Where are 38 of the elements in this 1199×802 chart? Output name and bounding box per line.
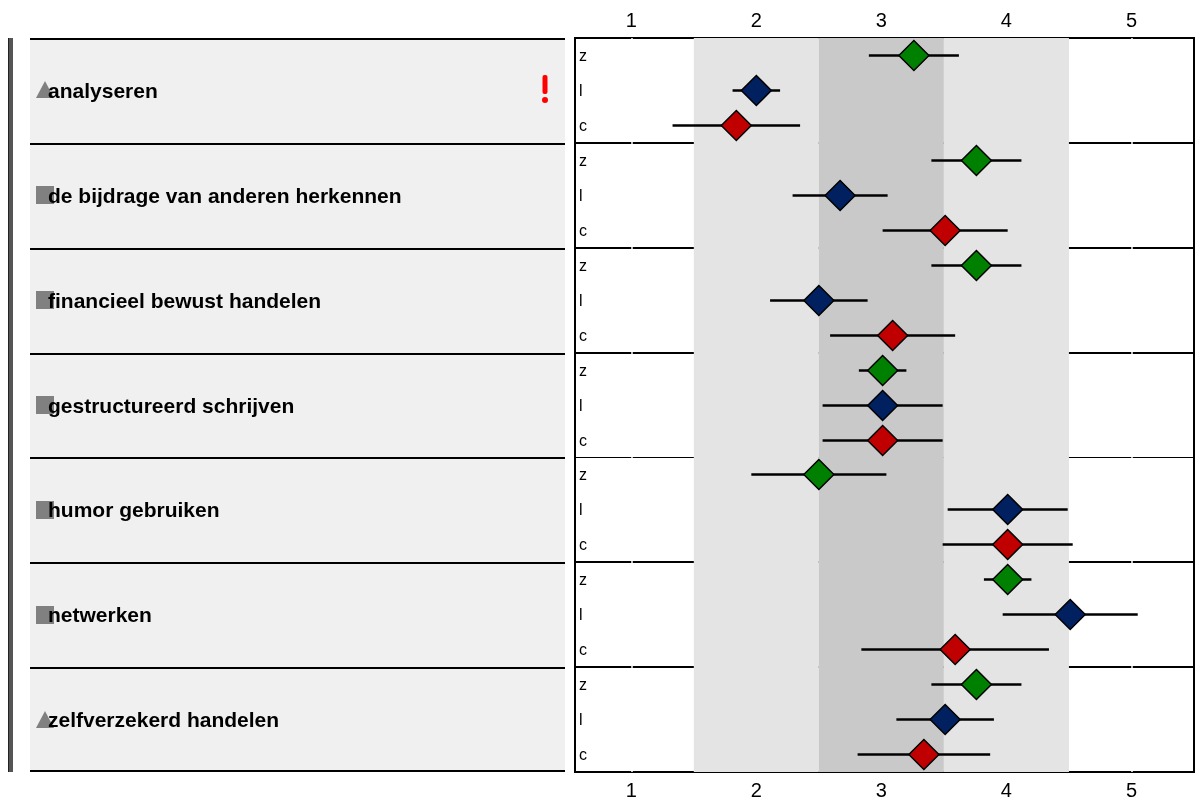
- y-tick-label: l: [579, 186, 583, 204]
- y-tick-label: c: [579, 641, 587, 659]
- y-axis-title: de bijdrage van anderen herkennen: [48, 183, 402, 207]
- x2-tick-label: 3: [875, 9, 887, 31]
- y-tick-label: z: [579, 676, 587, 694]
- x2-tick-label: 4: [1000, 9, 1012, 31]
- y-tick-label: z: [579, 466, 587, 484]
- x2-tick-label: 5: [1125, 9, 1138, 31]
- y-tick-label: c: [579, 117, 587, 134]
- x-tick-label: 3: [875, 779, 887, 802]
- y-axis-title: analyseren: [48, 79, 158, 102]
- y-tick-label: c: [579, 221, 587, 239]
- y-tick-label: z: [579, 151, 587, 169]
- y-tick-label: c: [579, 431, 587, 449]
- x-tick-label: 2: [750, 779, 762, 802]
- x-tick-label: 4: [1000, 779, 1012, 802]
- y-tick-label: c: [579, 326, 587, 344]
- y-tick-label: z: [579, 256, 587, 274]
- y-axis-title: zelfverzekerd handelen: [48, 708, 280, 732]
- x-tick-label: 1: [625, 779, 637, 802]
- y-tick-label: z: [579, 47, 587, 64]
- y-tick-label: l: [579, 82, 583, 99]
- y-tick-label: l: [579, 606, 583, 624]
- y-tick-label: l: [579, 396, 583, 414]
- y-tick-label: c: [579, 746, 587, 764]
- y-axis-title: humor gebruiken: [48, 498, 220, 522]
- x2-tick-label: 1: [625, 9, 637, 31]
- y-tick-label: c: [579, 536, 587, 554]
- x-tick-label: 5: [1125, 779, 1138, 802]
- y-tick-label: l: [579, 291, 583, 309]
- y-axis-title: gestructureerd schrijven: [48, 393, 295, 417]
- y-tick-label: z: [579, 571, 587, 589]
- y-axis-title: financieel bewust handelen: [48, 288, 322, 312]
- y-tick-label: z: [579, 361, 587, 379]
- y-axis-title: netwerken: [48, 603, 152, 627]
- y-tick-label: l: [579, 711, 583, 729]
- x2-tick-label: 2: [750, 9, 762, 31]
- y-tick-label: l: [579, 501, 583, 519]
